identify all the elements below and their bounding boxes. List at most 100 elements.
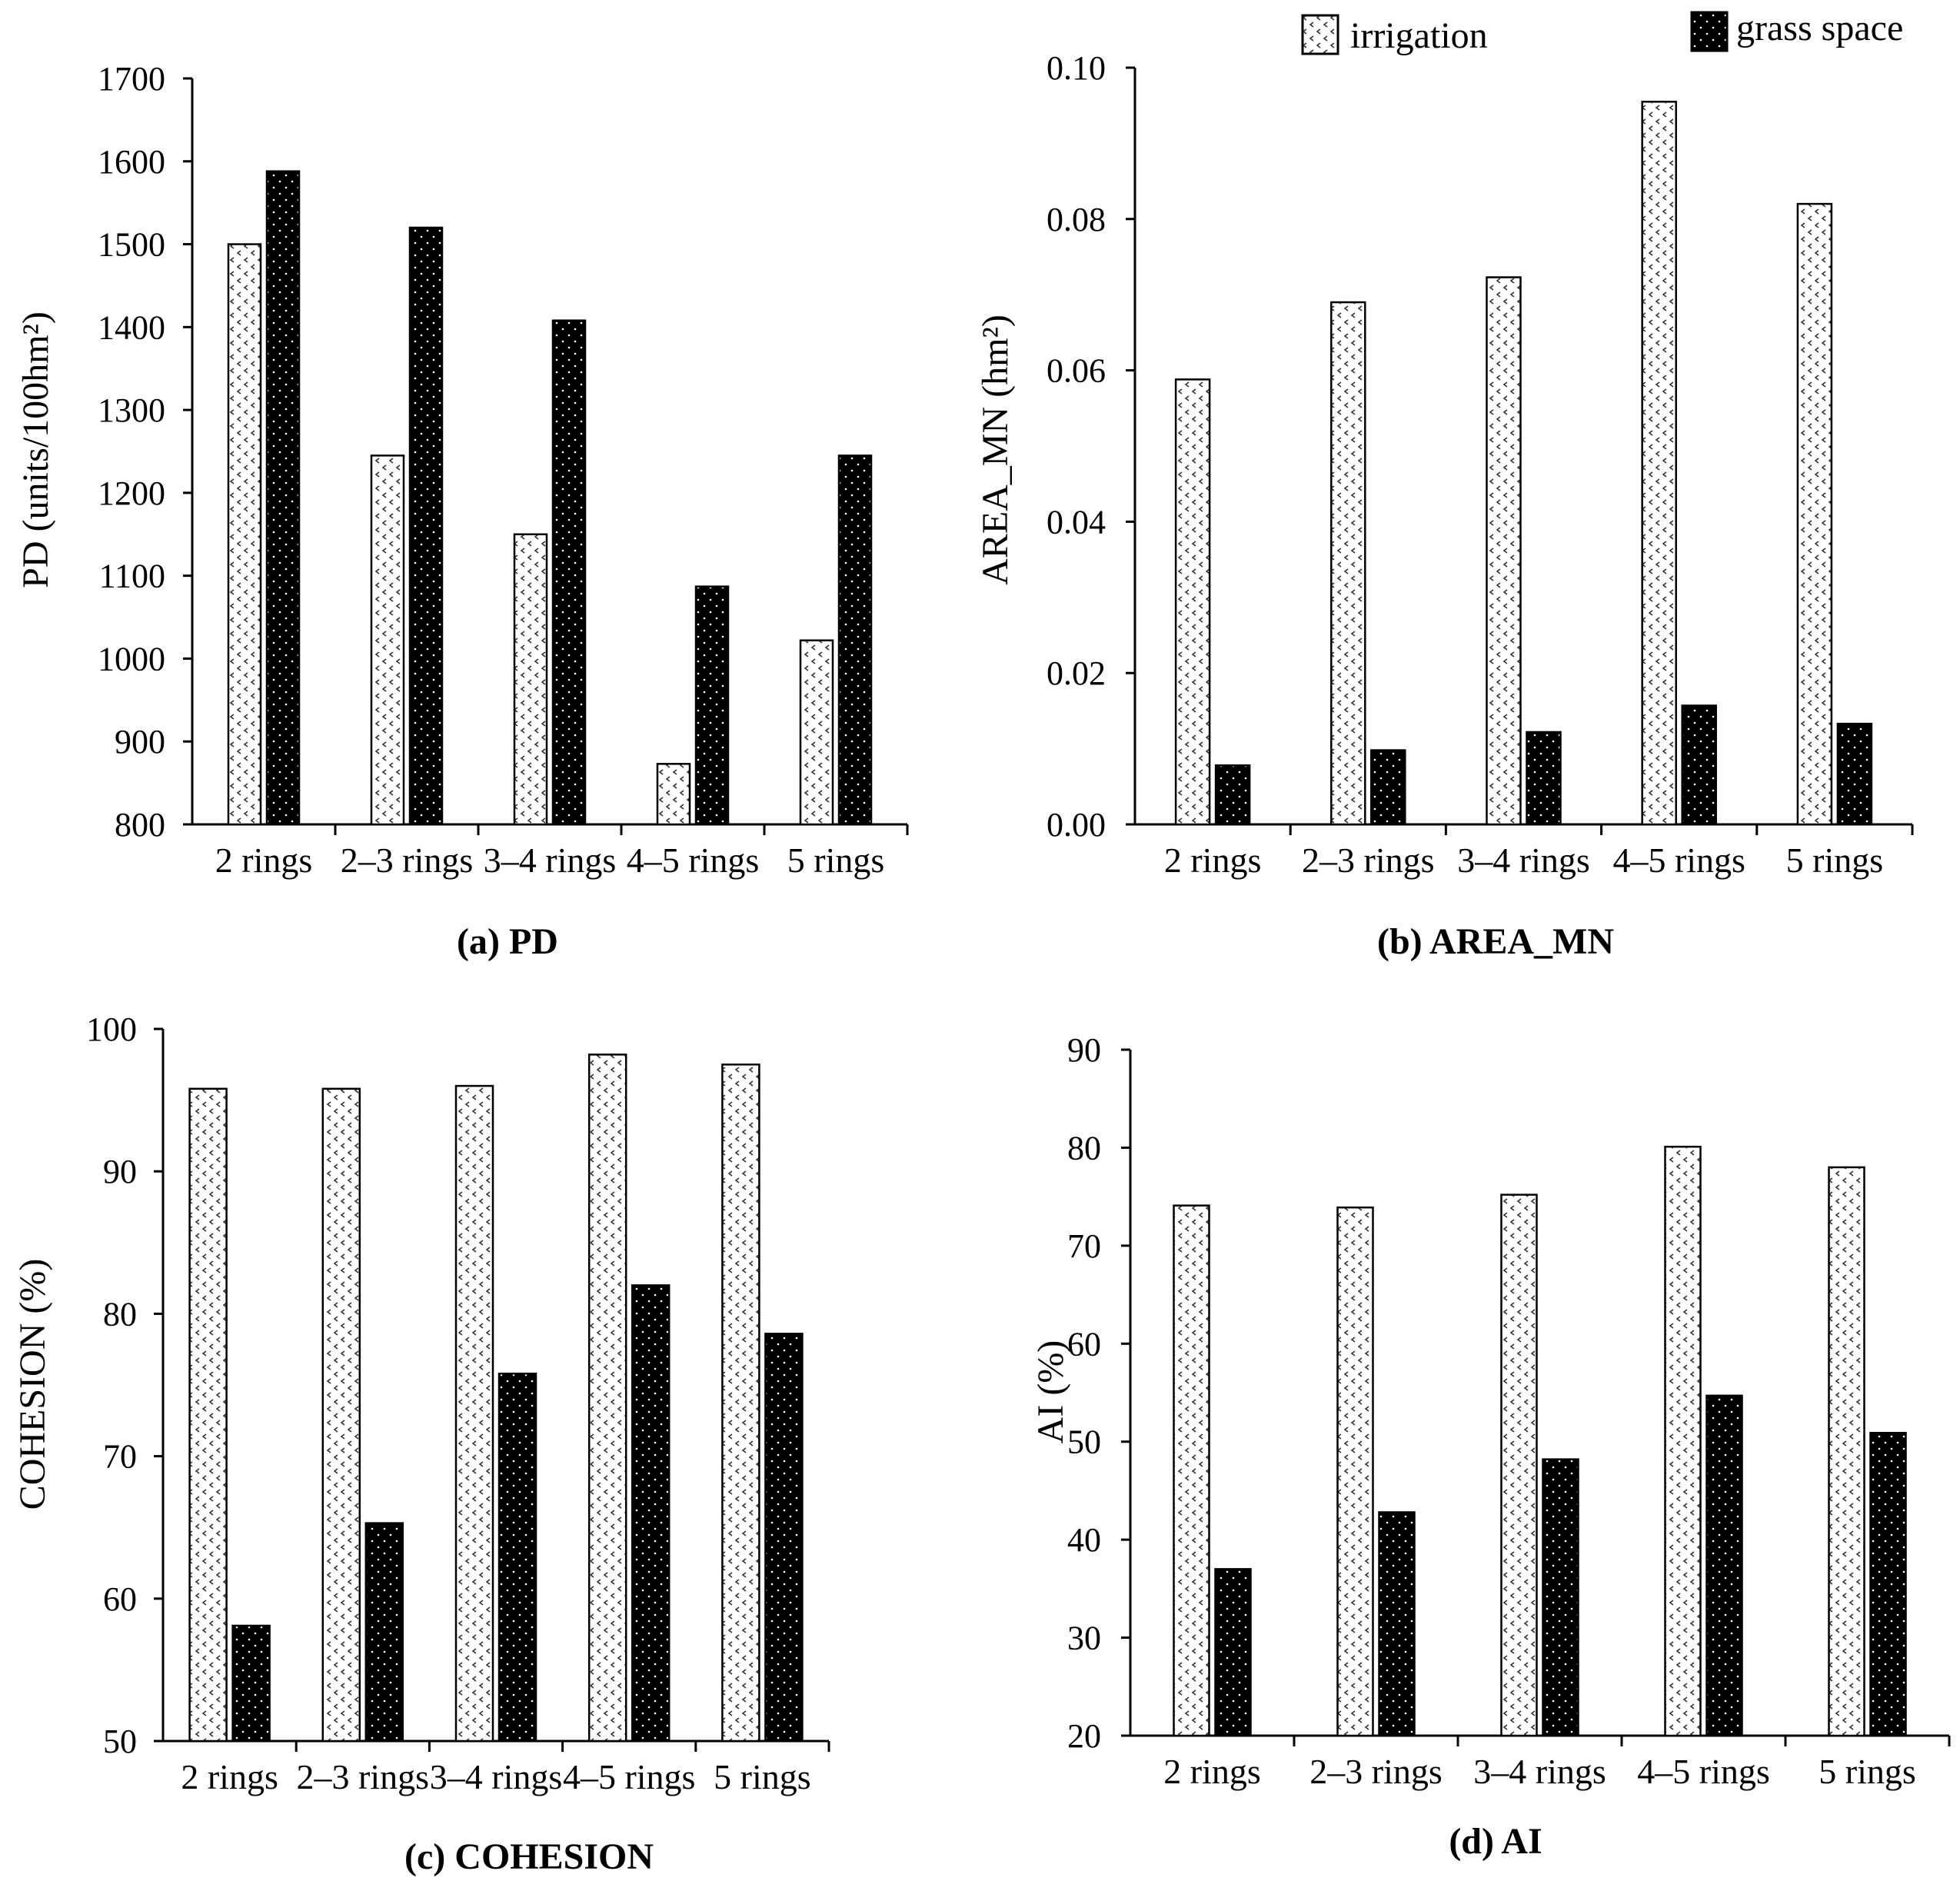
y-tick-label: 0.04 xyxy=(1047,503,1106,541)
y-tick-label: 1100 xyxy=(99,558,165,595)
y-axis-label: COHESION (%) xyxy=(12,1259,53,1510)
x-tick-label: 3–4 rings xyxy=(484,841,617,880)
y-tick-label: 0.02 xyxy=(1047,654,1106,692)
y-tick-label: 1500 xyxy=(98,226,165,264)
x-tick-label: 2–3 rings xyxy=(341,841,474,880)
y-tick-label: 1300 xyxy=(98,391,165,429)
x-tick-label: 2 rings xyxy=(181,1757,278,1796)
bar-irrigation xyxy=(799,639,834,826)
x-tick-label: 5 rings xyxy=(787,841,885,880)
bar-irrigation xyxy=(454,1084,494,1743)
x-tick-label: 2–3 rings xyxy=(1309,1752,1443,1791)
y-tick-label: 30 xyxy=(1067,1620,1101,1657)
legend-label-grass: grass space xyxy=(1736,8,1903,48)
legend-label-irrigation: irrigation xyxy=(1350,15,1488,56)
panel-caption: (c) COHESION xyxy=(404,1836,654,1877)
bar-irrigation xyxy=(1174,378,1211,826)
y-axis-label: AREA_MN (hm²) xyxy=(975,315,1016,585)
y-tick-label: 90 xyxy=(103,1153,137,1190)
bar-irrigation xyxy=(227,243,262,826)
panel-caption: (a) PD xyxy=(457,921,558,962)
bar-irrigation xyxy=(1486,276,1522,826)
y-tick-label: 0.06 xyxy=(1047,352,1106,390)
x-tick-label: 2 rings xyxy=(1164,841,1262,880)
y-tick-label: 900 xyxy=(115,723,165,761)
x-tick-label: 2 rings xyxy=(1163,1752,1261,1791)
legend: irrigation grass space xyxy=(1301,8,1903,56)
y-tick-label: 70 xyxy=(1067,1227,1101,1265)
y-tick-label: 1000 xyxy=(98,640,165,677)
y-tick-label: 50 xyxy=(103,1723,137,1760)
x-tick-label: 2–3 rings xyxy=(1302,841,1435,880)
bar-grass-space xyxy=(1542,1458,1579,1737)
y-tick-label: 70 xyxy=(103,1438,137,1476)
x-tick-label: 3–4 rings xyxy=(1457,841,1590,880)
bar-irrigation xyxy=(656,763,691,826)
bar-irrigation xyxy=(188,1087,228,1743)
bar-irrigation xyxy=(721,1064,760,1743)
bar-irrigation xyxy=(513,533,548,826)
bar-irrigation xyxy=(1641,101,1677,826)
panel-ai-chart: 20 30 40 50 60 70 80 90 2 rings 2–3 rings 3–4 ring… xyxy=(1030,1031,1951,1862)
bar-grass-space xyxy=(497,1372,537,1743)
bar-irrigation xyxy=(1828,1166,1865,1737)
legend-swatch-grass xyxy=(1690,11,1729,52)
x-tick-label: 4–5 rings xyxy=(627,841,760,880)
y-tick-label: 50 xyxy=(1067,1423,1101,1461)
panel-pd-chart: 800 900 1000 1100 1200 1300 1400 1500 1600 1700 2 … xyxy=(15,60,909,962)
y-tick-label: 80 xyxy=(1067,1129,1101,1167)
y-axis-label: PD (units/100hm²) xyxy=(15,311,56,588)
bar-grass-space xyxy=(1526,731,1562,826)
bar-grass-space xyxy=(1681,704,1717,826)
panel-cohesion-chart: 50 60 70 80 90 100 2 rings 2–3 rings 3–4 rings 4–… xyxy=(12,1010,830,1877)
bar-irrigation xyxy=(321,1087,361,1743)
panel-caption: (d) AI xyxy=(1449,1821,1542,1862)
panel-area-mn-chart: 0.00 0.02 0.04 0.06 0.08 0.10 2 rings 2–3 rings… xyxy=(975,49,1914,962)
legend-swatch-irrigation xyxy=(1301,14,1339,55)
bar-grass-space xyxy=(1869,1431,1907,1737)
bar-grass-space xyxy=(1214,764,1251,826)
bar-grass-space xyxy=(764,1333,804,1743)
y-axis-label: AI (%) xyxy=(1030,1340,1071,1444)
x-tick-label: 3–4 rings xyxy=(430,1757,563,1796)
y-tick-label: 0.10 xyxy=(1047,49,1106,87)
y-tick-label: 100 xyxy=(86,1010,137,1048)
bar-irrigation xyxy=(1330,301,1366,826)
x-tick-label: 5 rings xyxy=(714,1757,811,1796)
bar-grass-space xyxy=(631,1284,671,1743)
bar-grass-space xyxy=(231,1624,271,1743)
x-tick-label: 4–5 rings xyxy=(1612,841,1745,880)
y-tick-label: 1200 xyxy=(98,474,165,512)
bar-irrigation xyxy=(370,454,405,826)
x-tick-label: 3–4 rings xyxy=(1473,1752,1606,1791)
bar-grass-space xyxy=(1370,749,1406,826)
bar-irrigation xyxy=(1796,202,1833,826)
bar-grass-space xyxy=(265,170,301,826)
y-tick-label: 0.00 xyxy=(1047,806,1106,844)
bar-irrigation xyxy=(1173,1204,1210,1737)
y-tick-label: 0.08 xyxy=(1047,201,1106,238)
y-tick-label: 40 xyxy=(1067,1521,1101,1559)
y-tick-label: 1600 xyxy=(98,143,165,181)
bar-irrigation xyxy=(1336,1206,1374,1737)
bar-grass-space xyxy=(364,1522,404,1743)
bar-grass-space xyxy=(1378,1511,1416,1737)
y-tick-label: 60 xyxy=(1067,1325,1101,1363)
bar-grass-space xyxy=(408,226,444,826)
y-tick-label: 90 xyxy=(1067,1031,1101,1069)
bar-grass-space xyxy=(837,454,873,826)
bar-grass-space xyxy=(694,585,730,826)
y-tick-label: 1400 xyxy=(98,308,165,346)
bar-grass-space xyxy=(1705,1394,1743,1737)
x-tick-label: 5 rings xyxy=(1819,1752,1916,1791)
x-tick-label: 5 rings xyxy=(1786,841,1884,880)
bar-grass-space xyxy=(1214,1568,1252,1737)
y-tick-label: 1700 xyxy=(98,60,165,98)
y-tick-label: 20 xyxy=(1067,1717,1101,1755)
y-tick-label: 60 xyxy=(103,1580,137,1618)
y-tick-label: 800 xyxy=(115,806,165,844)
bar-irrigation xyxy=(1500,1194,1538,1737)
panel-caption: (b) AREA_MN xyxy=(1377,921,1614,962)
bar-grass-space xyxy=(1836,722,1873,826)
